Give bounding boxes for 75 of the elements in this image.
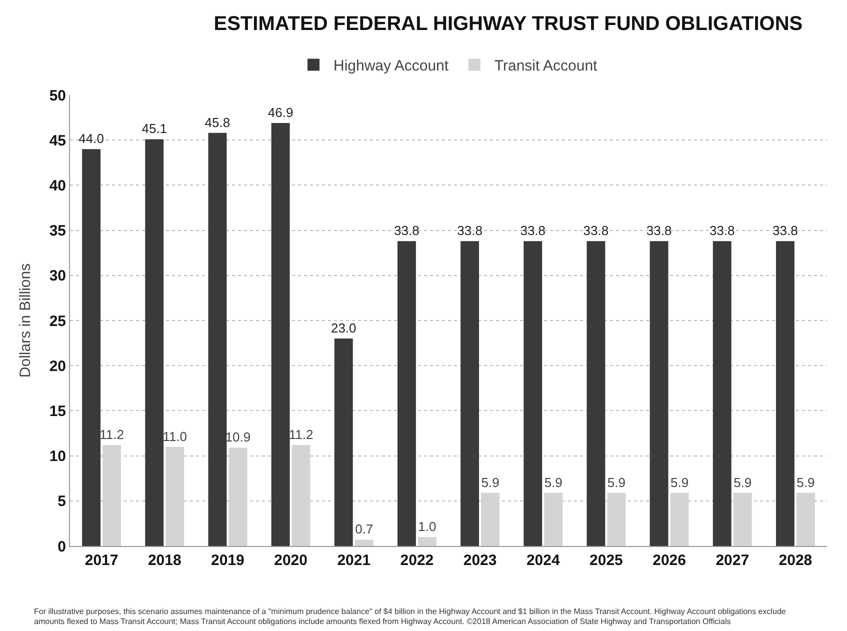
y-tick-label: 20 (49, 358, 66, 375)
x-tick-label: 2021 (337, 552, 371, 569)
bar (650, 241, 668, 546)
x-tick-label: 2024 (526, 552, 560, 569)
y-tick-label: 15 (49, 402, 66, 420)
data-label: 45.1 (142, 121, 168, 136)
data-label: 33.8 (457, 223, 482, 238)
bar (418, 536, 436, 546)
data-label: 33.8 (583, 223, 609, 238)
data-label: 33.8 (772, 223, 798, 238)
data-label: 5.9 (670, 474, 689, 490)
x-tick-label: 2017 (84, 552, 118, 569)
chart-title: ESTIMATED FEDERAL HIGHWAY TRUST FUND OBLIGATIONS (214, 12, 803, 35)
x-tick-label: 2023 (463, 552, 497, 569)
y-tick-label: 5 (58, 493, 66, 510)
x-tick-label: 2019 (211, 552, 244, 569)
bar (228, 448, 248, 546)
bar (145, 139, 164, 546)
data-label: 1.0 (418, 518, 436, 534)
bar (292, 444, 310, 546)
data-label: 44.0 (78, 131, 104, 146)
x-tick-label: 2018 (148, 552, 182, 569)
bar (481, 492, 500, 546)
bar (166, 446, 184, 546)
bar (102, 444, 122, 546)
bar (776, 241, 794, 546)
bar (524, 241, 542, 546)
bar (712, 241, 732, 546)
data-label: 11.0 (162, 428, 188, 444)
x-tick-label: 2020 (274, 552, 308, 569)
data-label: 5.9 (544, 474, 562, 490)
y-tick-label: 45 (49, 132, 66, 150)
y-axis-title: Dollars in Billions (17, 263, 34, 378)
legend-label: Highway Account (334, 58, 450, 75)
data-label: 5.9 (481, 474, 500, 490)
bar (271, 122, 290, 546)
y-tick-label: 30 (49, 268, 66, 285)
data-label: 33.8 (394, 223, 420, 238)
y-tick-label: 0 (58, 538, 66, 556)
x-tick-label: 2028 (778, 552, 812, 569)
y-tick-label: 40 (49, 177, 66, 194)
data-label: 45.8 (204, 114, 230, 130)
data-label: 33.8 (520, 223, 546, 238)
y-tick-label: 25 (49, 312, 66, 330)
data-label: 46.9 (268, 104, 294, 120)
x-tick-label: 2022 (400, 552, 434, 569)
data-label: 23.0 (330, 320, 356, 336)
text: For illustrative purposes, this scenario assumes maintenance of a "minimum prudence balance" of $4 billion in the Highway Account and $1 billion in the Mass Transit Account. Highway Account obligations exclude (34, 607, 786, 616)
data-label: 5.9 (607, 474, 626, 490)
bar (670, 492, 689, 546)
text: amounts flexed to Mass Transit Account; Mass Transit Account obligations include amounts flexed from Highway Account. ©2018 American Association of State Highway and Transportation Officials (34, 617, 731, 626)
data-label: 5.9 (734, 474, 752, 490)
data-label: 5.9 (796, 474, 815, 490)
x-tick-label: 2025 (590, 552, 623, 569)
bar (586, 241, 606, 546)
bar (397, 241, 416, 546)
bar (733, 492, 752, 546)
x-tick-label: 2027 (716, 552, 750, 569)
data-label: 33.8 (709, 223, 735, 238)
bar (607, 492, 626, 546)
y-tick-label: 50 (49, 87, 66, 104)
y-tick-label: 10 (49, 448, 66, 466)
bar (208, 132, 227, 546)
bar (544, 492, 563, 546)
data-label: 33.8 (646, 223, 672, 238)
bar (82, 149, 101, 546)
x-tick-label: 2026 (652, 552, 686, 569)
y-tick-label: 35 (49, 222, 66, 240)
bar (796, 492, 815, 546)
bar (354, 540, 374, 546)
bar (334, 338, 353, 546)
legend-label: Transit Account (494, 58, 598, 75)
data-label: 0.7 (355, 522, 374, 537)
bar (460, 241, 480, 546)
data-label: 11.2 (100, 426, 124, 442)
